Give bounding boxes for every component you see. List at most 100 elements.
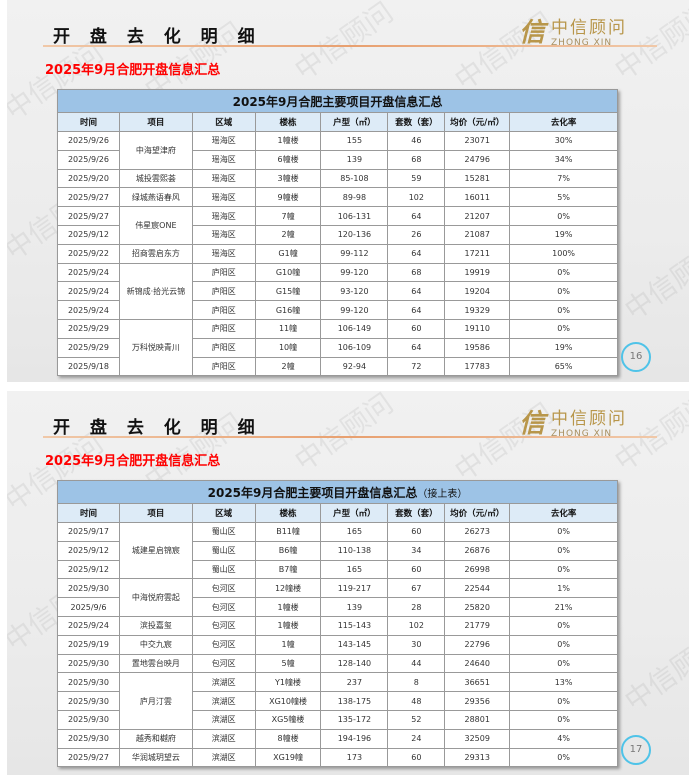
table-cell: 48: [387, 691, 446, 711]
table-cell: 滨湖区: [191, 691, 256, 711]
table-cell: 36651: [444, 672, 511, 693]
zhongxin-logo: 信中信顾问 ZHONG XIN: [519, 403, 627, 440]
table-cell: 2025/9/29: [57, 318, 120, 339]
section-subtitle: 2025年9月合肥开盘信息汇总: [45, 454, 221, 469]
table-cell: 16011: [444, 187, 511, 208]
table-cell: 64: [387, 243, 446, 264]
table-row: 2025/9/29 庐阳区 10幢 106-109 64 19586 19%: [57, 337, 618, 358]
slide-title: 开 盘 去 化 明 细: [53, 27, 262, 47]
title-divider: [43, 45, 657, 47]
table-row: 2025/9/24 滨投嘉玺 包河区 1幢楼 115-143 102 21779 0%: [57, 615, 618, 636]
table-cell: 2025/9/12: [57, 559, 120, 580]
table-cell: 2025/9/20: [57, 168, 120, 189]
table-cell: 237: [320, 672, 389, 693]
table-cell: 1幢楼: [254, 597, 322, 617]
table-cell: 滨湖区: [191, 672, 256, 693]
table-cell: 128-140: [320, 653, 389, 674]
column-header: 楼栋: [254, 112, 322, 132]
logo-cn: 中信顾问: [551, 409, 628, 429]
table-cell: 19329: [444, 300, 511, 320]
table-cell: 67: [387, 578, 446, 599]
logo-mark: 信: [519, 409, 546, 439]
table-cell: 包河区: [191, 615, 256, 636]
table-cell: 2025/9/17: [57, 522, 120, 542]
table-cell: 2025/9/12: [57, 224, 120, 245]
table-cell: G10幢: [254, 262, 322, 283]
table-cell: B11幢: [254, 522, 322, 542]
table-cell: 庐阳区: [191, 300, 256, 320]
table-cell: 瑶海区: [191, 131, 256, 151]
table-cell: 2025/9/30: [57, 672, 120, 693]
table-cell: 44: [387, 653, 446, 674]
logo-en: ZHONG XIN: [551, 38, 613, 48]
table-row: 2025/9/30 中海悦府雲起 包河区 12幢楼 119-217 67 22544 1%: [57, 578, 618, 617]
table-cell: 庐阳区: [191, 337, 256, 358]
table-cell: 25820: [444, 597, 511, 617]
section-subtitle: 2025年9月合肥开盘信息汇总: [45, 63, 221, 78]
table-cell: 2025/9/30: [57, 578, 120, 599]
table-cell: 24: [387, 728, 446, 749]
table-cell: 60: [387, 747, 446, 768]
table-cell: 26998: [444, 559, 511, 580]
table-cell: 庐阳区: [191, 318, 256, 339]
table-cell: G15幢: [254, 281, 322, 302]
column-header: 户型（㎡）: [320, 503, 389, 523]
table-row: 2025/9/18 庐阳区 2幢 92-94 72 17783 65%: [57, 356, 618, 377]
table-cell: 106-149: [320, 318, 389, 339]
table-title: 2025年9月合肥主要项目开盘信息汇总: [57, 89, 618, 113]
project-cell: 万科悦映青川: [118, 318, 193, 377]
table-cell: 0%: [509, 634, 618, 655]
table-cell: 8: [387, 672, 446, 693]
table-cell: 瑶海区: [191, 206, 256, 226]
table-cell: 12幢楼: [254, 578, 322, 599]
table-cell: 蜀山区: [191, 522, 256, 542]
table-cell: 包河区: [191, 653, 256, 674]
table-cell: G1幢: [254, 243, 322, 264]
column-header: 均价（元/㎡）: [444, 112, 511, 132]
table-cell: 2025/9/19: [57, 634, 120, 655]
table-cell: 19110: [444, 318, 511, 339]
project-cell: 华润城玥望云: [118, 747, 193, 768]
table-cell: 2幢: [254, 356, 322, 377]
table-cell: 30%: [509, 131, 618, 151]
table-cell: 2025/9/26: [57, 149, 120, 170]
table-cell: 2025/9/6: [57, 597, 120, 617]
table-cell: 26876: [444, 540, 511, 561]
table-cell: 17211: [444, 243, 511, 264]
table-cell: 2025/9/27: [57, 206, 120, 226]
column-header: 楼栋: [254, 503, 322, 523]
table-cell: 2025/9/30: [57, 653, 120, 674]
table-cell: 28801: [444, 709, 511, 730]
column-header: 户型（㎡）: [320, 112, 389, 132]
table-cell: 蜀山区: [191, 559, 256, 580]
table-cell: 89-98: [320, 187, 389, 208]
table-cell: 110-138: [320, 540, 389, 561]
project-cell: 城建星启锦宸: [118, 521, 193, 580]
table-row: 2025/9/27 华润城玥望云 滨湖区 XG19幢 173 60 29313 0%: [57, 747, 618, 768]
watermark: 中信顾问: [618, 626, 689, 718]
table-cell: 0%: [509, 522, 618, 542]
table-cell: 0%: [509, 747, 618, 768]
table-row: 2025/9/30 滨湖区 XG5幢楼 135-172 52 28801 0%: [57, 709, 618, 730]
table-cell: 2025/9/24: [57, 262, 120, 283]
table-cell: 0%: [509, 709, 618, 730]
table-cell: 19%: [509, 337, 618, 358]
table-cell: 52: [387, 709, 446, 730]
table-cell: 120-136: [320, 224, 389, 245]
table-cell: 15281: [444, 168, 511, 189]
column-header: 去化率: [509, 112, 618, 132]
table-cell: B7幢: [254, 559, 322, 580]
table-cell: 32509: [444, 728, 511, 749]
table-cell: 5%: [509, 187, 618, 208]
table-cell: 0%: [509, 691, 618, 711]
table-cell: 包河区: [191, 597, 256, 617]
table-cell: 庐阳区: [191, 281, 256, 302]
table-cell: 19%: [509, 224, 618, 245]
table-cell: 21207: [444, 206, 511, 226]
table-cell: 2025/9/30: [57, 691, 120, 711]
project-cell: 置地雲台映月: [118, 653, 193, 674]
table-cell: 19919: [444, 262, 511, 283]
table-cell: 46: [387, 131, 446, 151]
project-cell: 中海望津府: [118, 131, 193, 170]
column-header: 套数（套）: [387, 112, 446, 132]
